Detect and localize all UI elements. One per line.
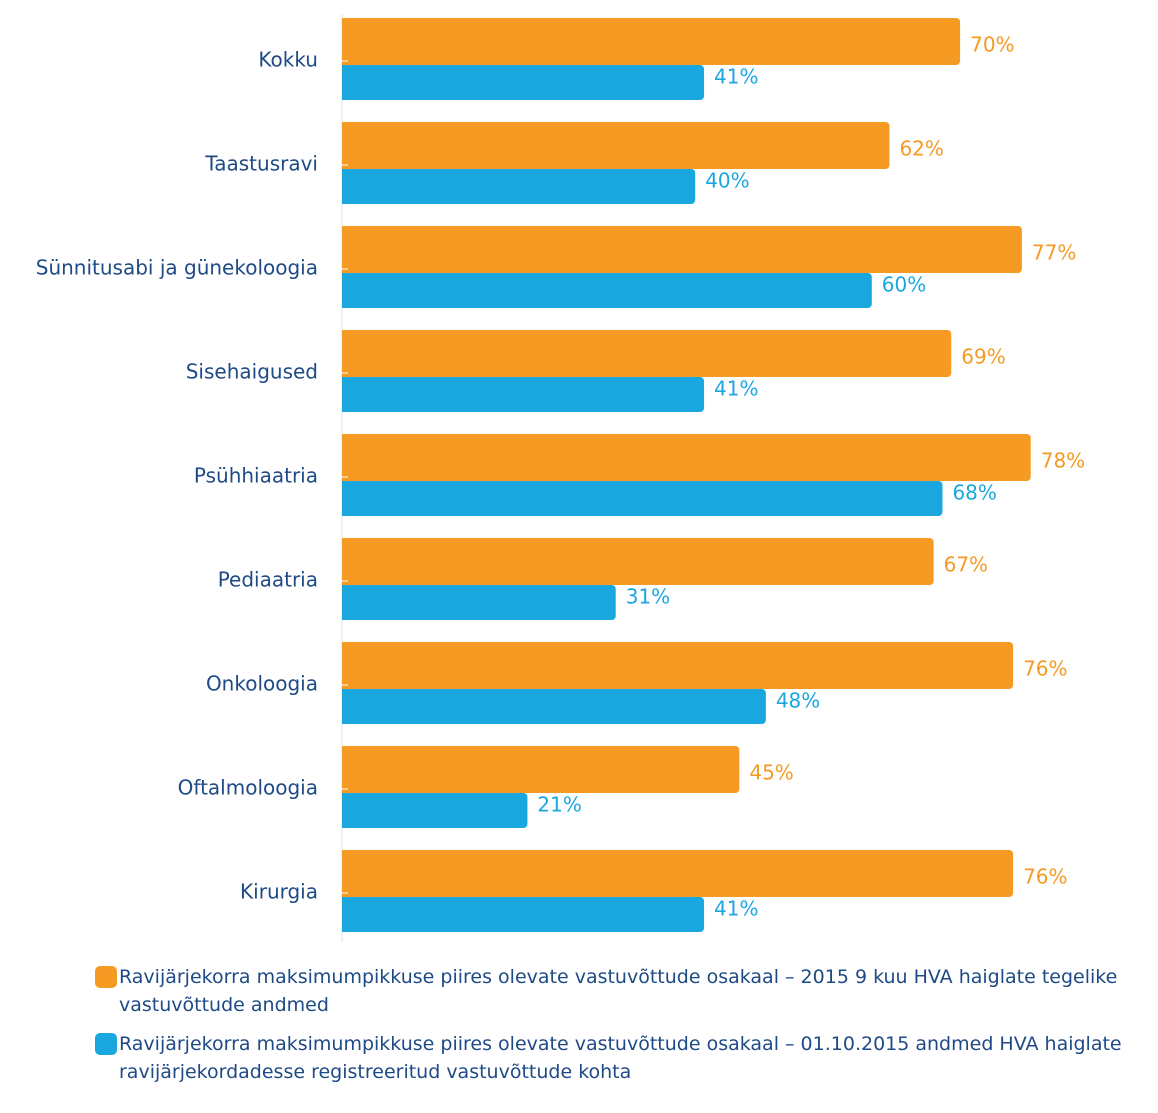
y-tick-label: Kokku	[258, 48, 318, 72]
data-label: 68%	[952, 481, 996, 505]
data-label: 41%	[714, 65, 758, 89]
chart: Kokku 70% 41% Taastusravi 62% 40% Sünnitusabi …	[36, 14, 1085, 942]
bar	[342, 793, 528, 828]
bar	[342, 169, 696, 204]
bar-left-fill	[342, 481, 348, 516]
data-label: 67%	[944, 553, 988, 577]
bar-left-fill	[342, 273, 348, 308]
bar-left-fill	[342, 65, 348, 100]
bar	[342, 897, 705, 932]
legend-item: Ravijärjekorra maksimumpikkuse piires ol…	[95, 1030, 1155, 1086]
data-label: 60%	[882, 273, 926, 297]
bar	[342, 481, 943, 516]
bar-left-fill	[342, 850, 348, 897]
data-label: 76%	[1023, 865, 1067, 889]
data-label: 70%	[970, 33, 1014, 57]
bar-left-fill	[342, 897, 348, 932]
bar-left-fill	[342, 538, 348, 585]
bar	[342, 377, 705, 412]
bar	[342, 689, 766, 724]
legend-label: Ravijärjekorra maksimumpikkuse piires ol…	[119, 966, 1118, 1016]
y-tick-label: Pediaatria	[218, 568, 318, 592]
legend-item: Ravijärjekorra maksimumpikkuse piires ol…	[95, 963, 1155, 1019]
bar	[342, 226, 1022, 273]
data-label: 41%	[714, 897, 758, 921]
y-tick-label: Psühhiaatria	[194, 464, 318, 488]
bar-left-fill	[342, 226, 348, 273]
bar-left-fill	[342, 377, 348, 412]
y-tick-label: Sünnitusabi ja günekoloogia	[36, 256, 318, 280]
data-label: 48%	[776, 689, 820, 713]
bar-left-fill	[342, 746, 348, 793]
bar	[342, 746, 740, 793]
data-label: 62%	[899, 137, 943, 161]
data-label: 21%	[537, 793, 581, 817]
bar-left-fill	[342, 793, 348, 828]
legend-swatch	[95, 1033, 117, 1055]
data-label: 40%	[705, 169, 749, 193]
bar	[342, 122, 890, 169]
data-label: 41%	[714, 377, 758, 401]
bar	[342, 642, 1014, 689]
bar-left-fill	[342, 642, 348, 689]
bar	[342, 65, 705, 100]
y-tick-label: Taastusravi	[204, 152, 318, 176]
y-tick-label: Oftalmoloogia	[178, 776, 318, 800]
data-label: 77%	[1032, 241, 1076, 265]
data-label: 78%	[1041, 449, 1085, 473]
bar	[342, 585, 616, 620]
data-label: 31%	[626, 585, 670, 609]
bar	[342, 273, 872, 308]
bar-left-fill	[342, 434, 348, 481]
bar	[342, 330, 952, 377]
bar	[342, 18, 961, 65]
y-tick-label: Sisehaigused	[186, 360, 318, 384]
legend-label: Ravijärjekorra maksimumpikkuse piires ol…	[119, 1033, 1122, 1083]
bar-left-fill	[342, 169, 348, 204]
bar-left-fill	[342, 18, 348, 65]
y-tick-label: Kirurgia	[240, 880, 318, 904]
data-label: 45%	[749, 761, 793, 785]
y-tick-label: Onkoloogia	[206, 672, 318, 696]
bar	[342, 434, 1031, 481]
bar-left-fill	[342, 585, 348, 620]
data-label: 76%	[1023, 657, 1067, 681]
legend-swatch	[95, 966, 117, 988]
bar-left-fill	[342, 330, 348, 377]
bar	[342, 850, 1014, 897]
bar	[342, 538, 934, 585]
data-label: 69%	[961, 345, 1005, 369]
bar-left-fill	[342, 689, 348, 724]
bar-left-fill	[342, 122, 348, 169]
